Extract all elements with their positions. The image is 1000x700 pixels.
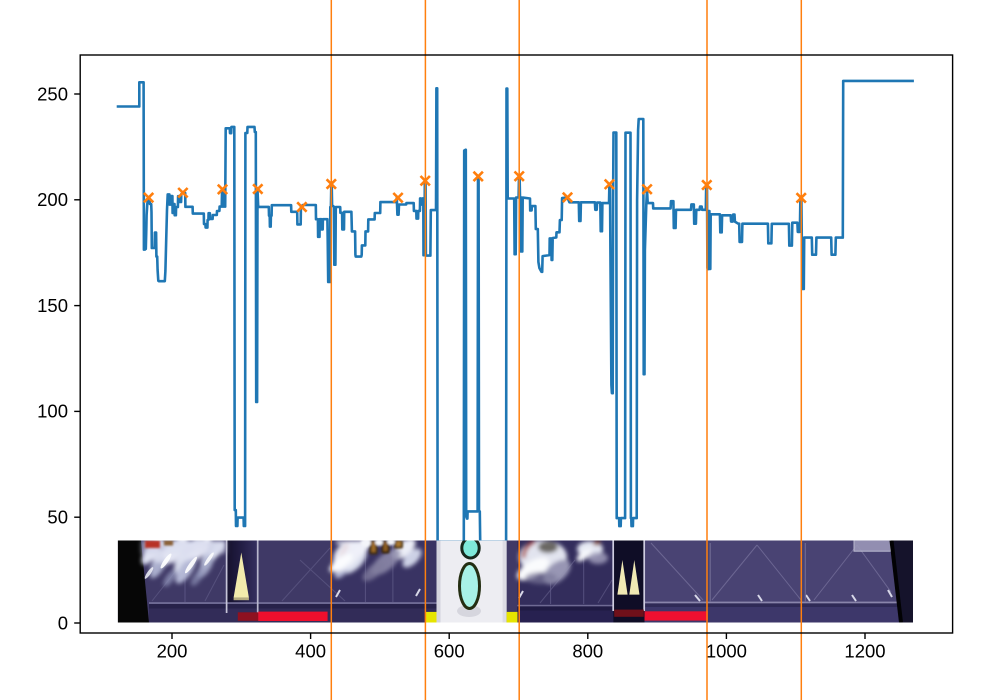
- svg-text:800: 800: [572, 641, 603, 662]
- svg-text:150: 150: [37, 295, 68, 316]
- svg-text:1200: 1200: [844, 641, 885, 662]
- svg-text:100: 100: [37, 401, 68, 422]
- svg-text:0: 0: [58, 612, 68, 633]
- svg-text:400: 400: [295, 641, 326, 662]
- svg-text:200: 200: [157, 641, 188, 662]
- svg-text:600: 600: [434, 641, 465, 662]
- svg-text:200: 200: [37, 189, 68, 210]
- svg-text:250: 250: [37, 83, 68, 104]
- svg-text:50: 50: [47, 507, 68, 528]
- svg-text:1000: 1000: [706, 641, 747, 662]
